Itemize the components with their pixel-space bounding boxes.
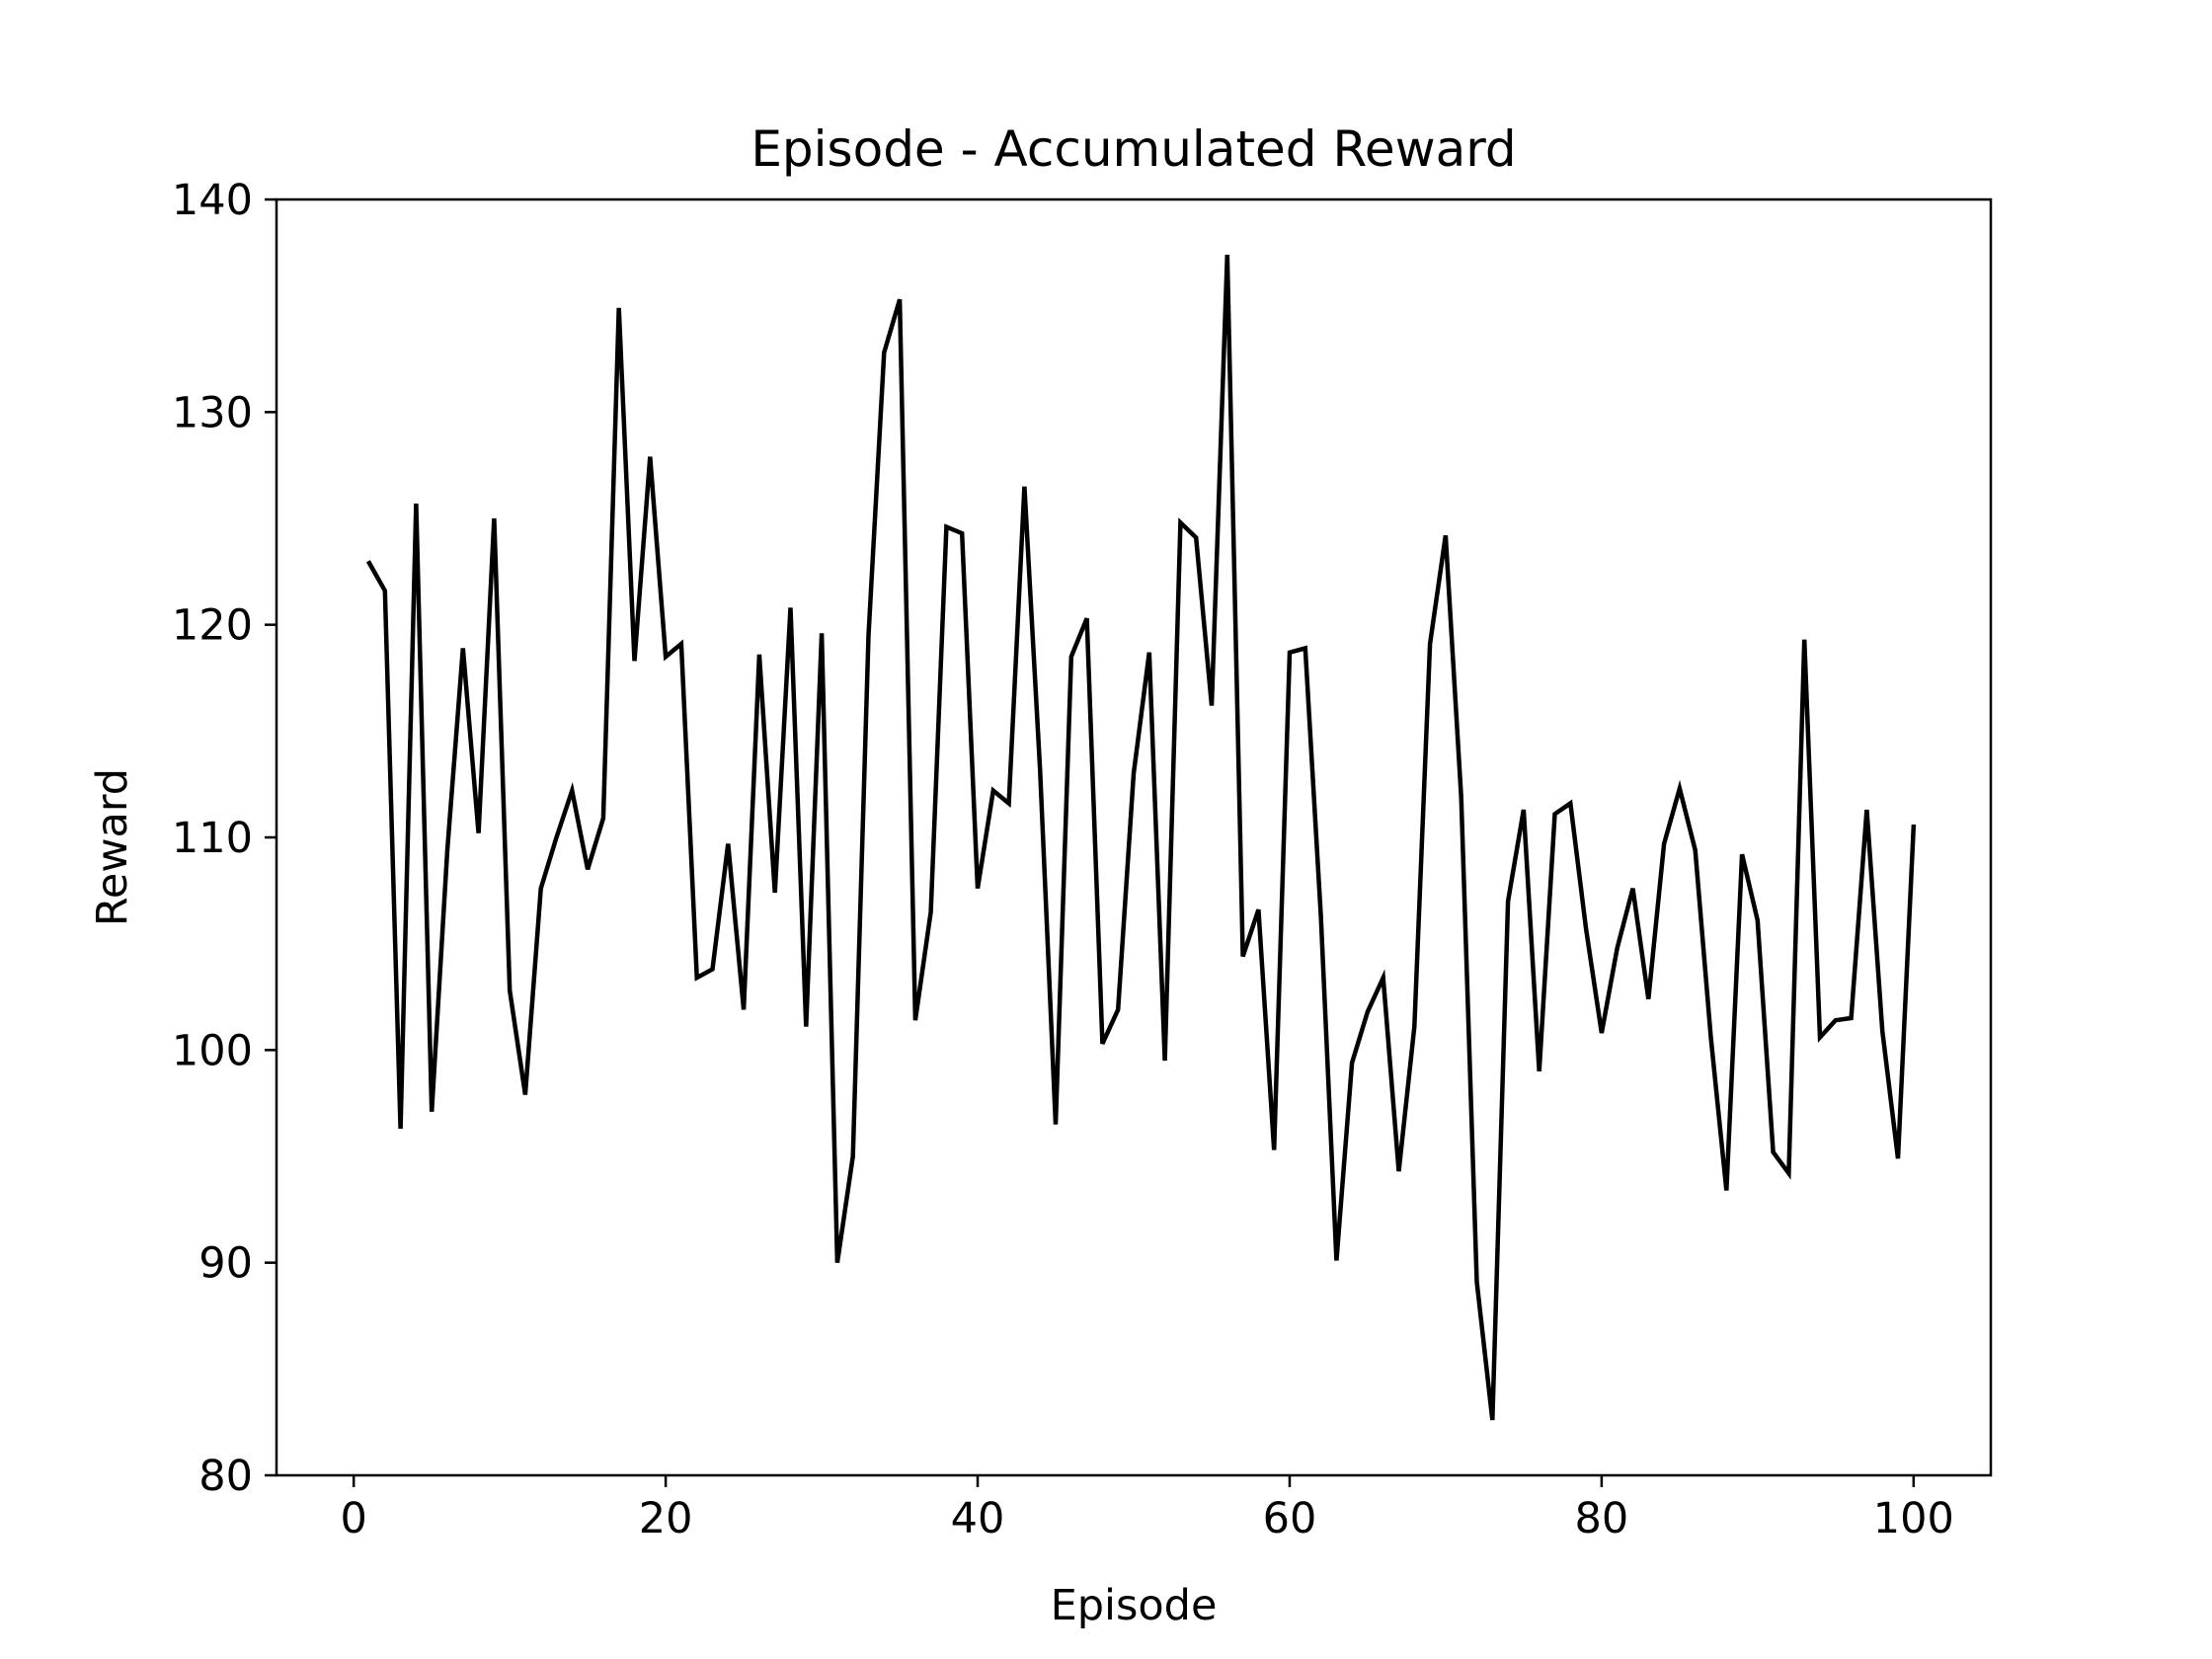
x-axis-label: Episode [1051, 1581, 1218, 1630]
series-group [365, 254, 1917, 1421]
axis-ticks: 0 20 40 60 80 100 80 90 100 110 120 130 140 [172, 176, 1954, 1543]
reward-series-line [365, 254, 1917, 1421]
x-tick-label: 60 [1263, 1494, 1317, 1543]
y-tick-label: 110 [172, 814, 253, 863]
y-axis-label: Reward [88, 768, 137, 926]
y-tick-label: 80 [198, 1452, 253, 1501]
y-tick-label: 120 [172, 601, 253, 651]
chart-title: Episode - Accumulated Reward [750, 120, 1516, 178]
y-tick-label: 90 [198, 1239, 253, 1289]
plot-frame [275, 198, 1993, 1477]
x-tick-label: 100 [1873, 1494, 1954, 1543]
x-tick-label: 0 [341, 1494, 367, 1543]
y-tick-label: 140 [172, 176, 253, 225]
x-tick-label: 20 [639, 1494, 693, 1543]
x-tick-label: 40 [951, 1494, 1005, 1543]
y-tick-label: 100 [172, 1026, 253, 1075]
y-tick-label: 130 [172, 388, 253, 437]
x-tick-label: 80 [1575, 1494, 1629, 1543]
